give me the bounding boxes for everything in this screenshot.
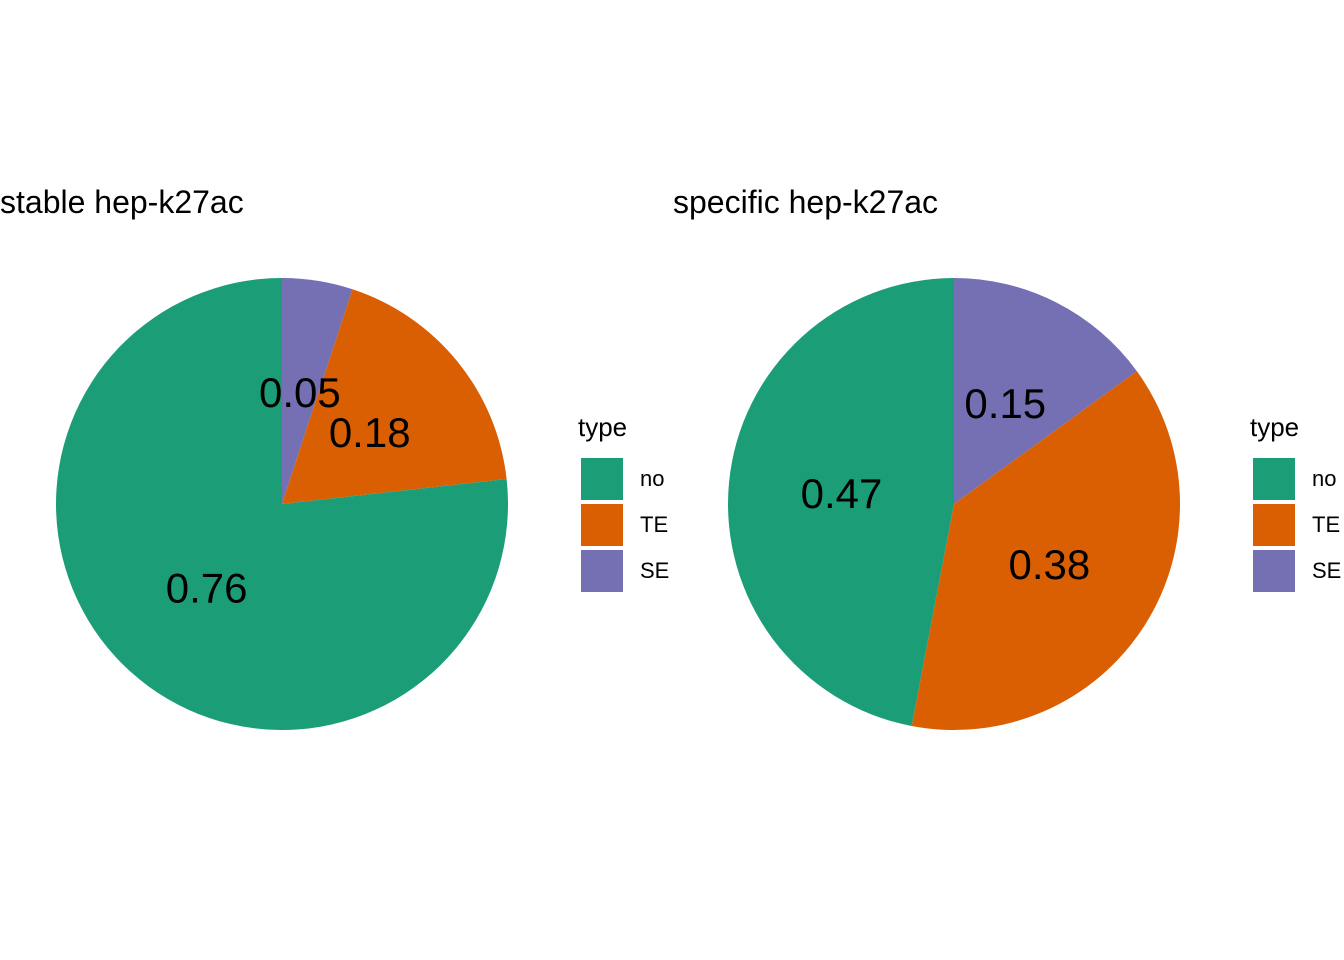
pie-chart: 0.15 0.38 0.47 xyxy=(727,278,1180,731)
pie-panel-stable: stable hep-k27ac 0.05 0.18 0.76 type no TE… xyxy=(0,184,669,730)
pie-panel-specific: specific hep-k27ac 0.15 0.38 0.47 type no … xyxy=(672,0,1344,960)
legend-label-no: no xyxy=(640,466,665,491)
pie-slice-no xyxy=(56,278,509,730)
legend-item-no: no xyxy=(578,456,669,502)
slice-label-no: 0.47 xyxy=(801,470,883,517)
pie-slice-te xyxy=(911,371,1180,731)
legend-title: type xyxy=(578,412,628,442)
legend-key-te xyxy=(1253,504,1295,546)
legend-label-se: SE xyxy=(640,558,670,583)
legend-label-te: TE xyxy=(1312,512,1341,537)
slice-label-se: 0.05 xyxy=(259,369,341,416)
legend-label-no: no xyxy=(1312,466,1337,491)
legend-label-se: SE xyxy=(1312,558,1342,583)
chart-title: stable hep-k27ac xyxy=(0,184,244,220)
pie-slice-te xyxy=(282,289,507,504)
slice-label-no: 0.76 xyxy=(166,565,248,612)
slice-label-se: 0.15 xyxy=(964,380,1046,427)
legend: type no TE SE xyxy=(1250,412,1341,594)
legend-key-se xyxy=(581,550,623,592)
slice-label-te: 0.18 xyxy=(329,409,411,456)
legend-item-no: no xyxy=(1250,456,1341,502)
legend-item-se: SE xyxy=(1250,548,1341,594)
legend-label-te: TE xyxy=(640,512,669,537)
legend-item-te: TE xyxy=(1250,502,1341,548)
legend: type no TE SE xyxy=(578,412,669,594)
legend-item-se: SE xyxy=(578,548,669,594)
pie-chart: 0.050.18 0.76 xyxy=(56,278,509,730)
legend-key-te xyxy=(581,504,623,546)
pie-slice-se xyxy=(282,278,353,504)
legend-key-no xyxy=(581,458,623,500)
chart-title: specific hep-k27ac xyxy=(673,184,939,220)
legend-key-se xyxy=(1253,550,1295,592)
legend-title: type xyxy=(1250,412,1300,442)
slice-label-te: 0.38 xyxy=(1009,541,1091,588)
legend-item-te: TE xyxy=(578,502,669,548)
legend-key-no xyxy=(1253,458,1295,500)
pie-slice-no xyxy=(727,278,954,726)
pie-slice-se xyxy=(954,278,1137,504)
